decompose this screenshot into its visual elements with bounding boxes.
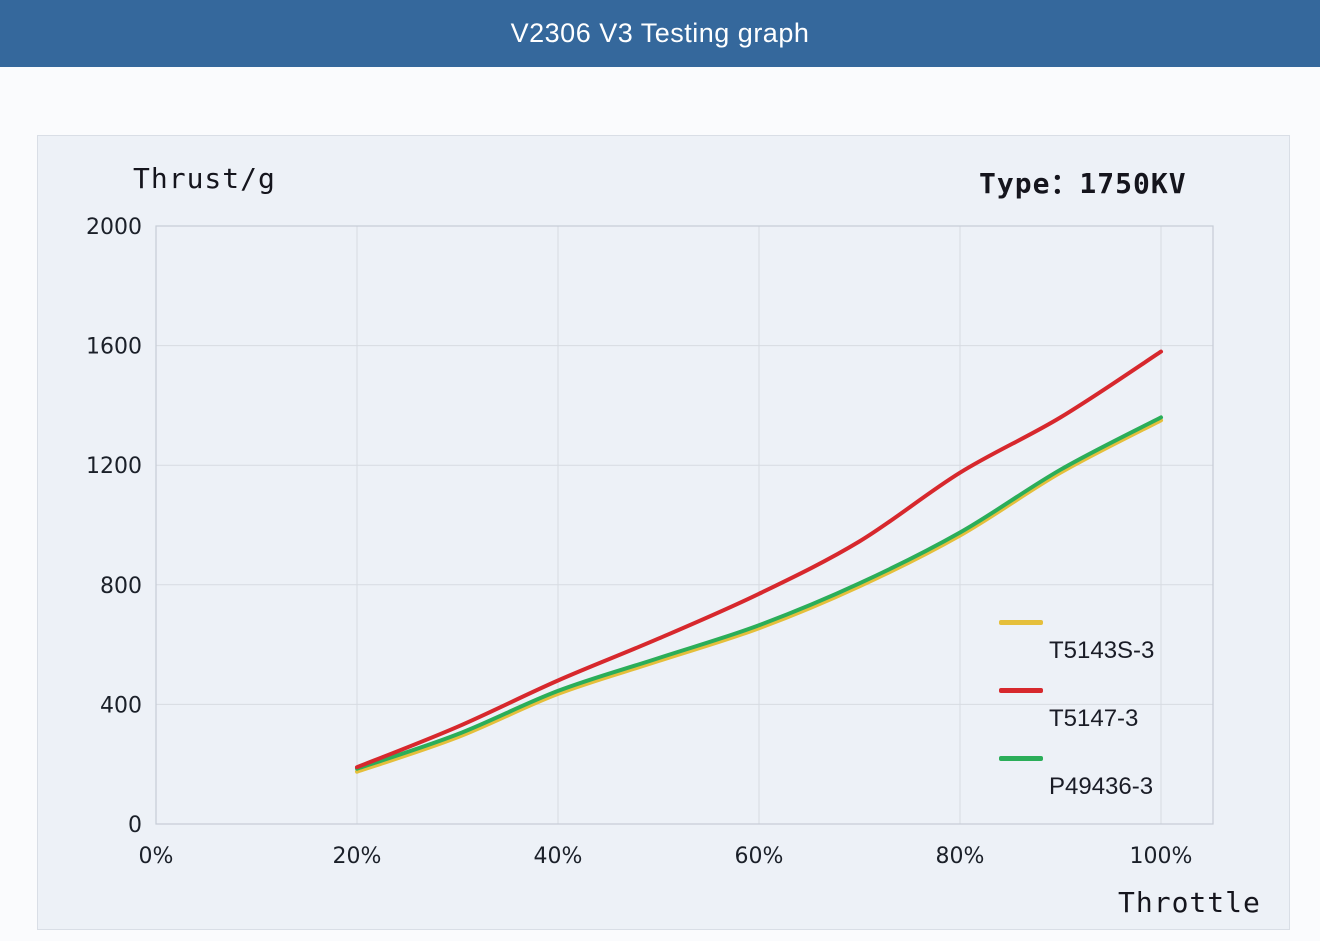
plot-area: 0 400 800 1200 1600 2000 0% 20% 40% 60% 80% 100% [86,215,1214,869]
x-tick-label: 100% [1130,844,1193,869]
chart-panel: Thrust/g Type：1750KV 0 400 800 1200 1600 2000… [37,135,1290,930]
legend-label: P49436-3 [1049,773,1154,800]
x-tick-label: 80% [936,844,985,869]
y-axis-title: Thrust/g [133,162,276,195]
y-tick-label: 0 [128,813,142,838]
x-tick-label: 0% [139,844,174,869]
y-tick-label: 2000 [86,215,142,240]
x-tick-label: 40% [534,844,583,869]
axis-border [155,225,1214,825]
y-tick-label: 800 [100,574,142,599]
legend-swatch-T5147-3 [999,688,1043,693]
x-axis-title: Throttle [1118,886,1261,919]
y-tick-label: 1200 [86,454,142,479]
legend-label: T5143S-3 [1049,637,1155,664]
legend-item: T5143S-3 [999,620,1154,664]
x-tick-label: 20% [333,844,382,869]
y-tick-label: 400 [100,693,142,718]
legend-label: T5147-3 [1049,705,1139,732]
legend-item: T5147-3 [999,688,1154,732]
motor-type-annotation: Type：1750KV [979,167,1187,200]
series-line-T5147-3 [355,349,1163,770]
legend-swatch-T5143S-3 [999,620,1043,625]
series-line-T5143S-3 [355,418,1163,774]
header-bar: V2306 V3 Testing graph [0,0,1320,67]
legend-item: P49436-3 [999,756,1154,800]
legend: T5143S-3 T5147-3 P49436-3 [999,620,1154,824]
y-tick-label: 1600 [86,335,142,360]
x-tick-label: 60% [735,844,784,869]
legend-swatch-P49436-3 [999,756,1043,761]
series-line-P49436-3 [355,415,1163,771]
page-title: V2306 V3 Testing graph [510,18,810,48]
